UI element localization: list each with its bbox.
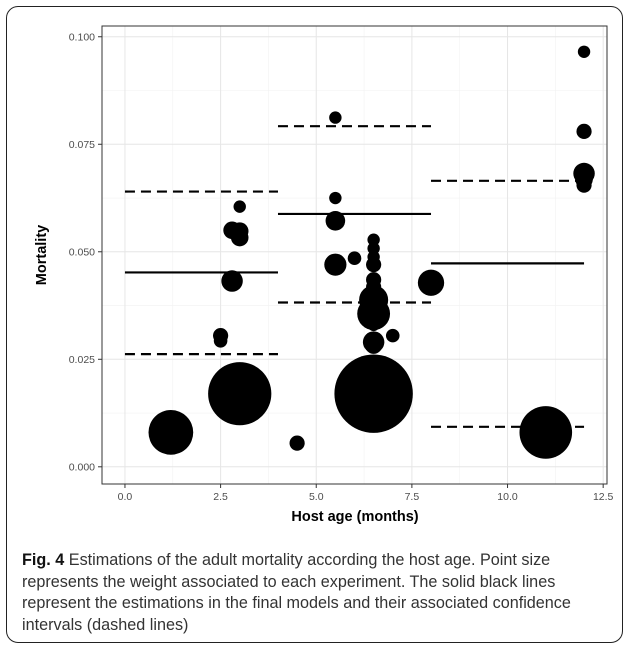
x-axis-title: Host age (months): [291, 509, 418, 525]
y-tick-label: 0.025: [69, 354, 95, 366]
axes: 0.0 2.5 5.0 7.5 10.0 12.5 0.000 0.025 0.050 0.075…: [69, 32, 614, 503]
figure-caption: Fig. 4 Estimations of the adult mortalit…: [22, 550, 612, 636]
data-point: [334, 354, 413, 433]
x-tick-label: 7.5: [405, 491, 420, 503]
data-point: [367, 233, 380, 246]
data-point: [230, 228, 249, 247]
chart: 0.0 2.5 5.0 7.5 10.0 12.5 0.000 0.025 0.050 0.075…: [34, 25, 614, 525]
x-tick-label: 5.0: [309, 491, 324, 503]
data-point: [329, 111, 342, 124]
data-point: [329, 191, 342, 205]
plot-panel-border: [101, 25, 608, 485]
data-point: [367, 318, 380, 332]
data-point: [213, 334, 228, 348]
data-point: [357, 297, 391, 331]
data-point: [325, 211, 346, 231]
data-point: [577, 45, 591, 59]
x-tick-label: 0.0: [118, 491, 133, 503]
y-tick-label: 0.050: [69, 247, 95, 259]
x-tick-label: 10.0: [497, 491, 518, 503]
data-point: [576, 123, 592, 139]
figure-label: Fig. 4: [22, 551, 65, 569]
data-point: [417, 269, 445, 296]
caption-text: Estimations of the adult mortality accor…: [22, 551, 571, 634]
y-tick-label: 0.075: [69, 139, 95, 151]
data-point: [364, 336, 383, 354]
data-point: [347, 251, 362, 266]
data-point: [148, 410, 194, 455]
data-point: [385, 328, 400, 343]
data-point: [221, 270, 243, 292]
data-point: [366, 257, 382, 273]
data-points: [148, 45, 595, 459]
data-point: [576, 177, 592, 193]
data-point: [367, 242, 380, 255]
data-point: [208, 362, 272, 426]
data-point: [233, 200, 246, 213]
y-tick-label: 0.000: [69, 462, 95, 474]
x-tick-label: 12.5: [593, 491, 614, 503]
y-tick-label: 0.100: [69, 32, 95, 44]
x-tick-label: 2.5: [213, 491, 228, 503]
data-point: [289, 435, 305, 451]
data-point: [324, 253, 347, 276]
y-axis-title: Mortality: [34, 225, 50, 285]
data-point: [519, 406, 573, 459]
estimate-lines: [124, 125, 585, 428]
